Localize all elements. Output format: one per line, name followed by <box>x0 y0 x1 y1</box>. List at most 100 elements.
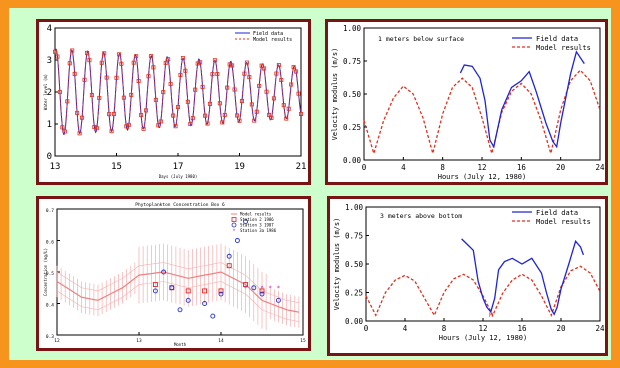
x-tick-label: 17 <box>173 162 184 172</box>
water-level-chart-panel: 13 15 17 19 21 0 1 2 3 4 Days (July 1980) Water lev… <box>36 19 311 185</box>
model-marker <box>207 101 212 106</box>
x-tick-label: 19 <box>234 162 245 172</box>
model-marker <box>284 116 289 121</box>
model-marker <box>70 48 75 53</box>
y-tick-label: 0.4 <box>46 303 54 309</box>
station3-point <box>259 291 265 297</box>
x-tick-label: 20 <box>556 324 566 333</box>
y-tick-label: 1.00 <box>345 203 364 212</box>
phytoplankton-chart-panel: 12 13 14 15 0.3 0.4 0.5 0.6 0.7 Month Concentratio… <box>36 196 311 351</box>
model-marker <box>291 65 296 70</box>
model-marker <box>175 105 180 110</box>
model-marker <box>252 118 257 123</box>
model-lower-bound <box>56 281 299 322</box>
model-marker <box>99 60 104 65</box>
model-marker <box>112 111 117 116</box>
legend-model-label: Model results <box>253 37 292 43</box>
figure-background: 13 15 17 19 21 0 1 2 3 4 Days (July 1980) Water lev… <box>9 8 611 360</box>
y-axis-label: Concentration (mg/L) <box>43 248 48 296</box>
model-marker <box>274 71 279 76</box>
x-tick-label: 8 <box>440 163 445 172</box>
y-axis-label: Velocity modulus (m/s) <box>331 48 339 141</box>
model-marker <box>153 97 158 102</box>
model-marker <box>77 131 82 136</box>
x-tick-label: 12 <box>477 163 486 172</box>
x-axis-label: Month <box>174 342 187 347</box>
model-marker <box>134 54 139 59</box>
model-marker <box>227 62 232 67</box>
model-marker <box>82 77 87 82</box>
model-marker <box>193 87 198 92</box>
legend-label: Model results <box>240 212 272 217</box>
y-tick-label: 0.5 <box>46 271 54 277</box>
y-tick-label: 0.25 <box>345 289 363 298</box>
model-marker <box>247 75 252 80</box>
model-marker <box>116 52 121 57</box>
x-tick-label: 0 <box>364 324 369 333</box>
y-tick-label: 4 <box>47 24 52 34</box>
x-tick-label: 12 <box>54 338 60 344</box>
model-marker <box>200 84 205 89</box>
model-marker <box>57 90 62 95</box>
model-marker <box>52 49 57 54</box>
model-results-line <box>54 49 302 135</box>
station3a-point: * <box>244 285 248 292</box>
station2-point <box>243 282 249 288</box>
model-marker <box>94 126 99 131</box>
y-tick-label: 1 <box>47 120 52 130</box>
model-marker <box>217 101 222 106</box>
legend-model-label: Model results <box>536 218 591 226</box>
model-marker <box>279 78 284 83</box>
x-tick-label: 14 <box>218 338 224 344</box>
model-marker <box>148 54 153 59</box>
x-tick-label: 13 <box>50 162 61 172</box>
model-marker <box>289 82 294 87</box>
station3-point <box>202 301 208 306</box>
x-tick-label: 16 <box>517 324 527 333</box>
annotation: 1 meters below surface <box>378 35 464 43</box>
x-tick-label: 4 <box>403 324 408 333</box>
y-axis-label: Velocity modulus (m/s) <box>333 218 341 311</box>
model-marker <box>161 90 166 95</box>
model-marker <box>171 113 176 118</box>
model-marker <box>237 118 242 123</box>
model-marker <box>119 61 124 66</box>
x-tick-label: 15 <box>300 338 306 344</box>
x-axis-label: Hours (July 12, 1980) <box>439 334 528 342</box>
station3-point <box>234 238 240 243</box>
x-tick-label: 21 <box>296 162 307 172</box>
station3-point <box>226 253 232 259</box>
model-marker <box>163 60 168 65</box>
model-marker <box>203 113 208 118</box>
model-marker <box>89 93 94 98</box>
model-results-line <box>56 271 300 313</box>
model-marker <box>185 99 190 104</box>
model-marker <box>239 99 244 104</box>
model-marker <box>168 82 173 87</box>
model-marker <box>141 126 146 131</box>
legend-field-label: Field data <box>536 209 578 217</box>
model-marker <box>178 73 183 78</box>
model-marker <box>286 106 291 111</box>
model-marker <box>188 121 193 126</box>
model-marker <box>180 56 185 61</box>
model-marker <box>210 72 215 77</box>
model-marker <box>114 75 119 80</box>
y-tick-label: 1.00 <box>343 24 362 33</box>
y-tick-label: 0.25 <box>343 123 361 132</box>
model-marker <box>87 58 92 63</box>
model-marker <box>232 87 237 92</box>
phytoplankton-chart: 12 13 14 15 0.3 0.4 0.5 0.6 0.7 Month Concentratio… <box>43 202 306 347</box>
legend-swatch: * <box>232 229 235 235</box>
model-marker <box>121 95 126 100</box>
model-marker <box>158 119 163 124</box>
station3a-point: * <box>268 285 272 292</box>
y-tick-label: 0.50 <box>345 260 364 269</box>
y-tick-label: 0 <box>47 152 52 162</box>
model-marker <box>215 72 220 77</box>
model-marker <box>75 110 80 115</box>
x-tick-label: 12 <box>478 324 487 333</box>
station3a-point: * <box>277 285 281 292</box>
station2-point <box>202 288 208 294</box>
station2-point <box>185 288 191 294</box>
